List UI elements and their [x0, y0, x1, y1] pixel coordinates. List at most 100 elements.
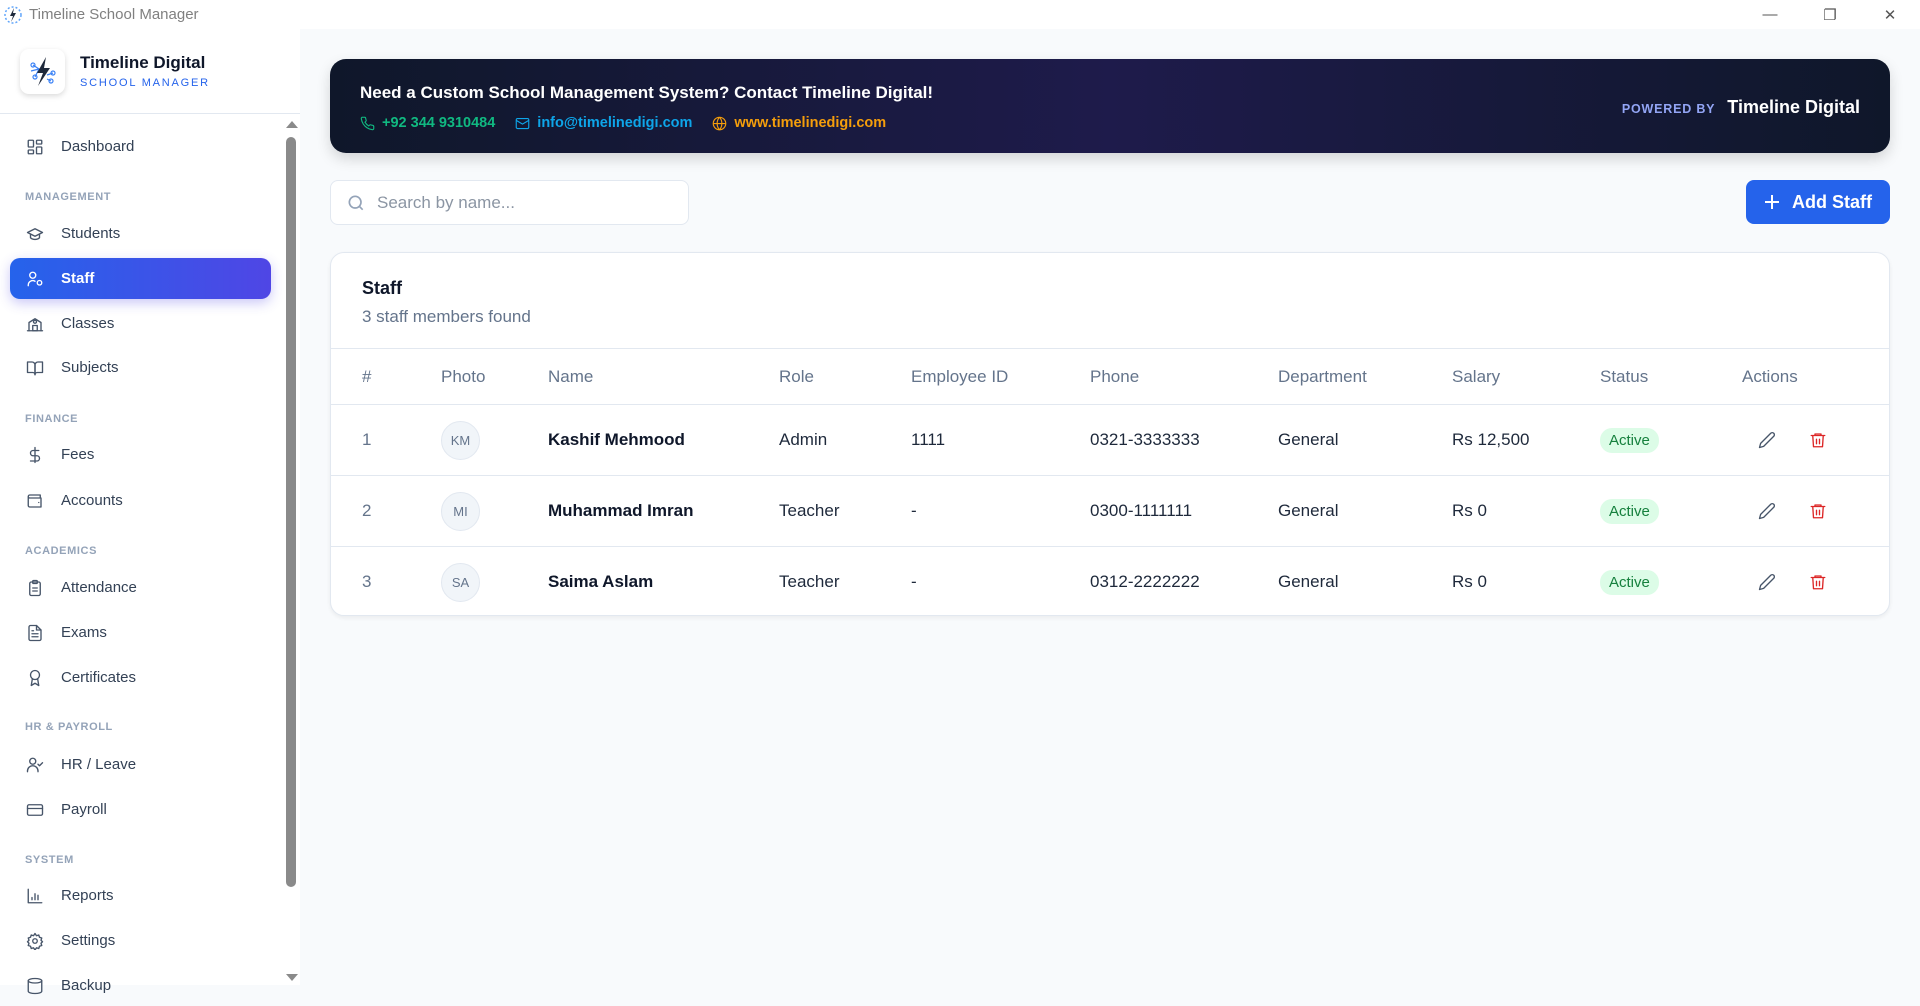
brand-name: Timeline Digital [80, 53, 206, 72]
card-subtitle: 3 staff members found [362, 307, 531, 326]
sidebar-item-staff[interactable]: Staff [10, 258, 271, 299]
sidebar-item-subjects[interactable]: Subjects [10, 347, 271, 388]
banner-website[interactable]: www.timelinedigi.com [712, 115, 886, 131]
credit-card-icon [26, 803, 44, 816]
trash-icon[interactable] [1809, 431, 1827, 449]
restore-icon[interactable]: ❐ [1823, 6, 1837, 24]
sidebar-item-label: Accounts [61, 492, 123, 509]
sidebar-item-certificates[interactable]: Certificates [10, 657, 271, 698]
employee-id: 1111 [911, 404, 1090, 476]
sidebar-item-hr-leave[interactable]: HR / Leave [10, 744, 271, 785]
sidebar-item-reports[interactable]: Reports [10, 875, 271, 916]
powered-by-name: Timeline Digital [1727, 97, 1860, 117]
staff-department: General [1278, 475, 1452, 547]
bar-chart-icon [27, 888, 43, 903]
staff-salary: Rs 0 [1452, 475, 1600, 547]
banner-phone[interactable]: +92 344 9310484 [360, 115, 495, 131]
status-cell: Active [1600, 547, 1742, 616]
sidebar-item-label: Settings [61, 932, 116, 949]
trash-icon[interactable] [1809, 573, 1827, 591]
scrollbar-thumb[interactable] [286, 137, 296, 887]
staff-salary: Rs 12,500 [1452, 404, 1600, 476]
email-text: info@timelinedigi.com [537, 115, 693, 131]
brand: Timeline Digital SCHOOL MANAGER [0, 29, 300, 114]
powered-by-label: POWERED BY [1621, 102, 1716, 116]
sidebar-item-fees[interactable]: Fees [10, 434, 271, 475]
sidebar-item-backup[interactable]: Backup [10, 965, 271, 1006]
banner-email[interactable]: info@timelinedigi.com [515, 115, 692, 131]
window-title: Timeline School Manager [29, 6, 199, 23]
search-icon [348, 195, 364, 210]
clipboard-icon [29, 579, 41, 596]
actions-cell [1742, 475, 1889, 547]
edit-icon[interactable] [1758, 431, 1776, 449]
column-header-salary: Salary [1452, 348, 1600, 405]
status-cell: Active [1600, 475, 1742, 547]
status-badge: Active [1600, 569, 1659, 595]
staff-name: Kashif Mehmood [548, 404, 779, 476]
database-icon [27, 977, 43, 994]
sidebar-item-settings[interactable]: Settings [10, 920, 271, 961]
sidebar: Timeline Digital SCHOOL MANAGER Dashboar… [0, 29, 300, 994]
nav-section-system: SYSTEM [25, 854, 74, 866]
column-header-actions: Actions [1742, 348, 1889, 405]
nav-section-finance: FINANCE [25, 413, 79, 425]
staff-phone: 0312-2222222 [1090, 572, 1200, 592]
edit-icon[interactable] [1758, 502, 1776, 520]
sidebar-item-attendance[interactable]: Attendance [10, 567, 271, 608]
add-staff-label: Add Staff [1792, 191, 1872, 212]
search-input[interactable] [377, 192, 677, 213]
employee-id: - [911, 572, 917, 592]
trash-icon[interactable] [1809, 502, 1827, 520]
sidebar-item-students[interactable]: Students [10, 213, 271, 254]
status-cell: Active [1600, 404, 1742, 476]
staff-role: Admin [779, 404, 911, 476]
sidebar-item-exams[interactable]: Exams [10, 612, 271, 653]
sidebar-item-label: Attendance [61, 579, 137, 596]
sidebar-item-label: Students [61, 225, 121, 242]
close-icon[interactable]: ✕ [1883, 6, 1897, 24]
table-row[interactable]: 1 KM Kashif Mehmood Admin 1111 0321-3333333 Ge… [331, 404, 1889, 476]
card-title: Staff [362, 278, 402, 298]
sidebar-item-label: Payroll [61, 801, 107, 818]
minimize-icon[interactable]: — [1762, 6, 1778, 23]
award-icon [29, 669, 41, 686]
sidebar-item-label: Backup [61, 977, 112, 994]
column-header-photo: Photo [441, 348, 548, 405]
add-staff-button[interactable]: Add Staff [1746, 180, 1890, 224]
scroll-down-arrow[interactable] [286, 974, 298, 981]
staff-card: Staff 3 staff members found # Photo Name Ro… [330, 252, 1890, 616]
avatar: SA [441, 562, 480, 602]
row-number: 1 [331, 404, 441, 476]
sidebar-item-accounts[interactable]: Accounts [10, 480, 271, 521]
phone-icon [360, 116, 375, 130]
search-box[interactable] [330, 180, 689, 225]
mail-icon [515, 117, 530, 129]
staff-role: Teacher [779, 572, 840, 592]
table-row[interactable]: 3 SA Saima Aslam Teacher - 0312-2222222 Genera… [331, 547, 1889, 616]
scroll-up-arrow[interactable] [286, 121, 298, 128]
user-check-icon [26, 757, 44, 772]
sidebar-item-label: Staff [61, 270, 95, 287]
brand-subtitle: SCHOOL MANAGER [80, 77, 210, 89]
column-header-employee-id: Employee ID [911, 348, 1090, 405]
sidebar-item-label: Dashboard [61, 138, 135, 155]
employee-id: - [911, 475, 1090, 547]
staff-salary: Rs 0 [1452, 572, 1487, 592]
avatar: KM [441, 420, 480, 460]
sidebar-item-dashboard[interactable]: Dashboard [10, 126, 271, 167]
table-row[interactable]: 2 MI Muhammad Imran Teacher -0300-1111111 Gen… [331, 475, 1889, 547]
sidebar-item-classes[interactable]: Classes [10, 303, 271, 344]
nav-section-management: MANAGEMENT [25, 191, 112, 203]
sidebar-item-label: Classes [61, 315, 115, 332]
nav-section-academics: ACADEMICS [25, 545, 98, 557]
staff-department: General [1278, 404, 1452, 476]
actions-cell [1742, 547, 1889, 616]
sidebar-item-payroll[interactable]: Payroll [10, 789, 271, 830]
sidebar-item-label: Certificates [61, 669, 137, 686]
photo-cell: SA [441, 547, 548, 616]
banner-title: Need a Custom School Management System? … [360, 83, 934, 102]
sidebar-scrollbar[interactable] [284, 115, 298, 985]
edit-icon[interactable] [1758, 573, 1776, 591]
gear-icon [26, 932, 44, 950]
